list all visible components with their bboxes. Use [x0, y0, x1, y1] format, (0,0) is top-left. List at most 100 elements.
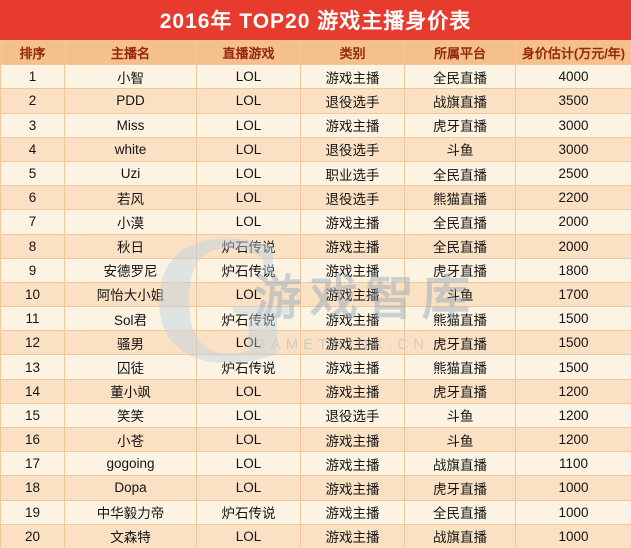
cell-category: 游戏主播 [300, 306, 405, 332]
cell-rank: 7 [0, 209, 65, 235]
page-title: 2016年 TOP20 游戏主播身价表 [0, 0, 631, 40]
cell-category: 游戏主播 [300, 523, 405, 549]
cell-rank: 8 [0, 233, 65, 259]
cell-worth: 1200 [515, 402, 631, 429]
cell-category: 游戏主播 [300, 209, 405, 235]
table-row: 8 秋日 炉石传说 游戏主播 全民直播 2000 [0, 233, 631, 259]
cell-worth: 3500 [515, 88, 631, 114]
cell-rank: 13 [0, 354, 65, 380]
column-header-worth: 身价估计(万元/年) [515, 39, 631, 66]
cell-name: white [64, 136, 197, 162]
cell-platform: 斗鱼 [404, 402, 516, 429]
cell-category: 游戏主播 [300, 281, 405, 308]
table-row: 10 阿怡大小姐 LOL 游戏主播 斗鱼 1700 [0, 281, 631, 308]
cell-name: Sol君 [64, 306, 197, 332]
cell-name: 骚男 [64, 330, 197, 356]
cell-platform: 虎牙直播 [404, 330, 516, 356]
cell-game: 炉石传说 [196, 257, 301, 283]
cell-game: LOL [196, 281, 301, 308]
cell-platform: 全民直播 [404, 499, 516, 525]
cell-rank: 9 [0, 257, 65, 283]
cell-game: 炉石传说 [196, 499, 301, 525]
cell-worth: 1200 [515, 378, 631, 404]
cell-name: 囚徒 [64, 354, 197, 380]
cell-platform: 斗鱼 [404, 136, 516, 162]
cell-worth: 1500 [515, 354, 631, 380]
cell-rank: 3 [0, 112, 65, 138]
cell-name: gogoing [64, 451, 197, 477]
cell-platform: 斗鱼 [404, 426, 516, 453]
cell-name: Dopa [64, 475, 197, 501]
cell-game: LOL [196, 378, 301, 404]
column-header-name: 主播名 [64, 39, 197, 66]
cell-category: 职业选手 [300, 160, 405, 187]
cell-category: 游戏主播 [300, 475, 405, 501]
cell-worth: 3000 [515, 112, 631, 138]
cell-category: 游戏主播 [300, 257, 405, 283]
cell-platform: 熊猫直播 [404, 306, 516, 332]
cell-game: LOL [196, 330, 301, 356]
cell-rank: 12 [0, 330, 65, 356]
cell-category: 退役选手 [300, 88, 405, 114]
cell-worth: 2200 [515, 185, 631, 211]
table-row: 7 小漠 LOL 游戏主播 全民直播 2000 [0, 209, 631, 235]
table-row: 14 董小飒 LOL 游戏主播 虎牙直播 1200 [0, 378, 631, 404]
cell-platform: 战旗直播 [404, 88, 516, 114]
cell-game: LOL [196, 209, 301, 235]
cell-category: 游戏主播 [300, 112, 405, 138]
cell-rank: 15 [0, 402, 65, 429]
table-row: 5 Uzi LOL 职业选手 全民直播 2500 [0, 160, 631, 187]
cell-platform: 虎牙直播 [404, 257, 516, 283]
cell-worth: 1000 [515, 499, 631, 525]
cell-worth: 1500 [515, 306, 631, 332]
cell-game: LOL [196, 160, 301, 187]
cell-game: LOL [196, 523, 301, 549]
cell-rank: 6 [0, 185, 65, 211]
table-row: 13 囚徒 炉石传说 游戏主播 熊猫直播 1500 [0, 354, 631, 380]
cell-platform: 虎牙直播 [404, 475, 516, 501]
cell-name: Uzi [64, 160, 197, 187]
cell-category: 游戏主播 [300, 451, 405, 477]
cell-game: LOL [196, 475, 301, 501]
cell-game: LOL [196, 451, 301, 477]
column-header-rank: 排序 [0, 39, 65, 66]
column-header-category: 类别 [300, 39, 405, 66]
cell-name: 小智 [64, 64, 197, 90]
streamer-worth-table: 排序 主播名 直播游戏 类别 所属平台 身价估计(万元/年) 1 小智 LOL 游戏主… [0, 39, 631, 549]
cell-game: 炉石传说 [196, 306, 301, 332]
cell-platform: 战旗直播 [404, 523, 516, 549]
cell-worth: 1800 [515, 257, 631, 283]
cell-name: PDD [64, 88, 197, 114]
cell-platform: 虎牙直播 [404, 112, 516, 138]
cell-name: 阿怡大小姐 [64, 281, 197, 308]
cell-worth: 1000 [515, 523, 631, 549]
cell-category: 游戏主播 [300, 354, 405, 380]
cell-rank: 14 [0, 378, 65, 404]
cell-rank: 16 [0, 426, 65, 453]
cell-worth: 1200 [515, 426, 631, 453]
cell-name: 安德罗尼 [64, 257, 197, 283]
cell-category: 游戏主播 [300, 233, 405, 259]
cell-platform: 全民直播 [404, 233, 516, 259]
cell-rank: 5 [0, 160, 65, 187]
cell-rank: 19 [0, 499, 65, 525]
cell-platform: 全民直播 [404, 160, 516, 187]
cell-name: 秋日 [64, 233, 197, 259]
cell-rank: 4 [0, 136, 65, 162]
cell-worth: 2500 [515, 160, 631, 187]
cell-category: 退役选手 [300, 185, 405, 211]
column-header-platform: 所属平台 [404, 39, 516, 66]
cell-name: 中华毅力帝 [64, 499, 197, 525]
table-row: 9 安德罗尼 炉石传说 游戏主播 虎牙直播 1800 [0, 257, 631, 283]
cell-platform: 熊猫直播 [404, 354, 516, 380]
column-header-game: 直播游戏 [196, 39, 301, 66]
cell-rank: 1 [0, 64, 65, 90]
cell-platform: 斗鱼 [404, 281, 516, 308]
cell-category: 游戏主播 [300, 378, 405, 404]
cell-rank: 18 [0, 475, 65, 501]
table-row: 11 Sol君 炉石传说 游戏主播 熊猫直播 1500 [0, 306, 631, 332]
cell-game: 炉石传说 [196, 354, 301, 380]
cell-name: 若风 [64, 185, 197, 211]
table-header-row: 排序 主播名 直播游戏 类别 所属平台 身价估计(万元/年) [0, 39, 631, 66]
cell-game: LOL [196, 136, 301, 162]
